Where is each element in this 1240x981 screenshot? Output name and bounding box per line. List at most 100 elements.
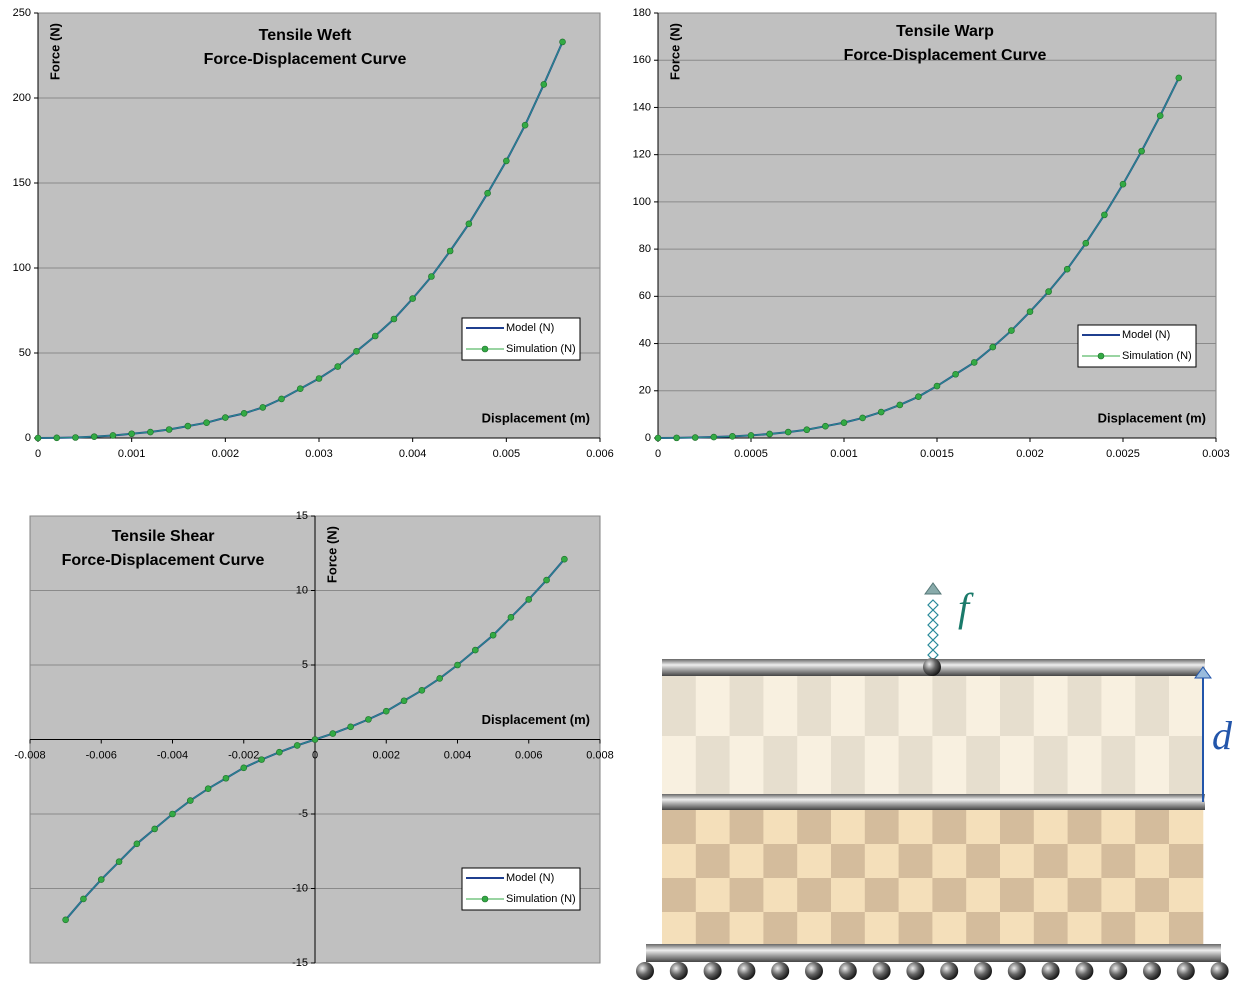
chart-title: Tensile Shear <box>112 528 215 545</box>
point <box>1064 266 1070 272</box>
x-tick-label: -0.004 <box>157 749 188 761</box>
y-tick-label: 180 <box>633 7 651 19</box>
node <box>923 658 941 676</box>
point <box>897 402 903 408</box>
cell <box>899 878 933 913</box>
cell <box>1135 736 1169 797</box>
cell <box>1135 810 1169 845</box>
point <box>915 394 921 400</box>
roller <box>873 962 891 980</box>
point <box>147 429 153 435</box>
x-tick-label: 0.001 <box>118 448 146 460</box>
point <box>222 415 228 421</box>
y-tick-label: 60 <box>639 290 651 302</box>
cell <box>1068 676 1102 737</box>
cell <box>966 736 1000 797</box>
cell <box>932 878 966 913</box>
roller <box>1109 962 1127 980</box>
point <box>348 724 354 730</box>
x-tick-label: 0.0025 <box>1106 448 1140 460</box>
roller <box>636 962 654 980</box>
point <box>316 376 322 382</box>
cell <box>1169 844 1203 879</box>
cell <box>865 878 899 913</box>
point <box>1027 309 1033 315</box>
cell <box>730 912 764 947</box>
cell <box>966 878 1000 913</box>
cell <box>831 844 865 879</box>
x-tick-label: 0.003 <box>1202 448 1230 460</box>
y-tick-label: 200 <box>13 92 31 104</box>
cell <box>797 912 831 947</box>
point <box>541 81 547 87</box>
point <box>466 221 472 227</box>
rod <box>662 794 1205 810</box>
roller <box>771 962 789 980</box>
cell <box>797 844 831 879</box>
point <box>204 420 210 426</box>
cell <box>1068 878 1102 913</box>
point <box>372 333 378 339</box>
point <box>508 614 514 620</box>
point <box>561 556 567 562</box>
point <box>98 877 104 883</box>
point <box>485 190 491 196</box>
x-tick-label: 0 <box>655 448 661 460</box>
cell <box>662 810 696 845</box>
legend-label: Model (N) <box>506 872 554 884</box>
point <box>953 371 959 377</box>
cell <box>865 676 899 737</box>
roller <box>1042 962 1060 980</box>
cell <box>1068 810 1102 845</box>
y-tick-label: 0 <box>25 432 31 444</box>
point <box>878 409 884 415</box>
cell <box>1068 912 1102 947</box>
spring <box>928 630 938 640</box>
point <box>129 431 135 437</box>
point <box>187 798 193 804</box>
cell <box>1000 844 1034 879</box>
cell <box>1169 912 1203 947</box>
cell <box>763 912 797 947</box>
cell <box>932 912 966 947</box>
legend-label: Simulation (N) <box>1122 350 1192 362</box>
roller <box>737 962 755 980</box>
cell <box>1169 736 1203 797</box>
point <box>365 716 371 722</box>
point <box>560 39 566 45</box>
cell <box>1101 912 1135 947</box>
cell <box>899 676 933 737</box>
cell <box>730 736 764 797</box>
y-tick-label: 250 <box>13 7 31 19</box>
cell <box>831 736 865 797</box>
cell <box>932 844 966 879</box>
point <box>711 434 717 440</box>
cell <box>1000 736 1034 797</box>
point <box>410 296 416 302</box>
cell <box>865 912 899 947</box>
cell <box>1000 912 1034 947</box>
x-tick-label: 0.001 <box>830 448 858 460</box>
cell <box>966 912 1000 947</box>
roller <box>1143 962 1161 980</box>
point <box>522 122 528 128</box>
spring <box>928 620 938 630</box>
point <box>391 316 397 322</box>
point <box>166 427 172 433</box>
cell <box>1169 676 1203 737</box>
plot-area <box>38 13 600 438</box>
cell <box>1068 844 1102 879</box>
chart-subtitle: Force-Displacement Curve <box>62 552 265 569</box>
point <box>223 775 229 781</box>
point <box>692 435 698 441</box>
roller <box>1008 962 1026 980</box>
y-tick-label: -10 <box>292 882 308 894</box>
y-tick-label: -5 <box>298 808 308 820</box>
figure: f d 05010015020025000.0010.0020.0030.004… <box>0 0 1240 981</box>
cell <box>932 736 966 797</box>
point <box>503 158 509 164</box>
cell <box>899 844 933 879</box>
y-tick-label: 50 <box>19 347 31 359</box>
cell <box>1034 676 1068 737</box>
point <box>748 432 754 438</box>
